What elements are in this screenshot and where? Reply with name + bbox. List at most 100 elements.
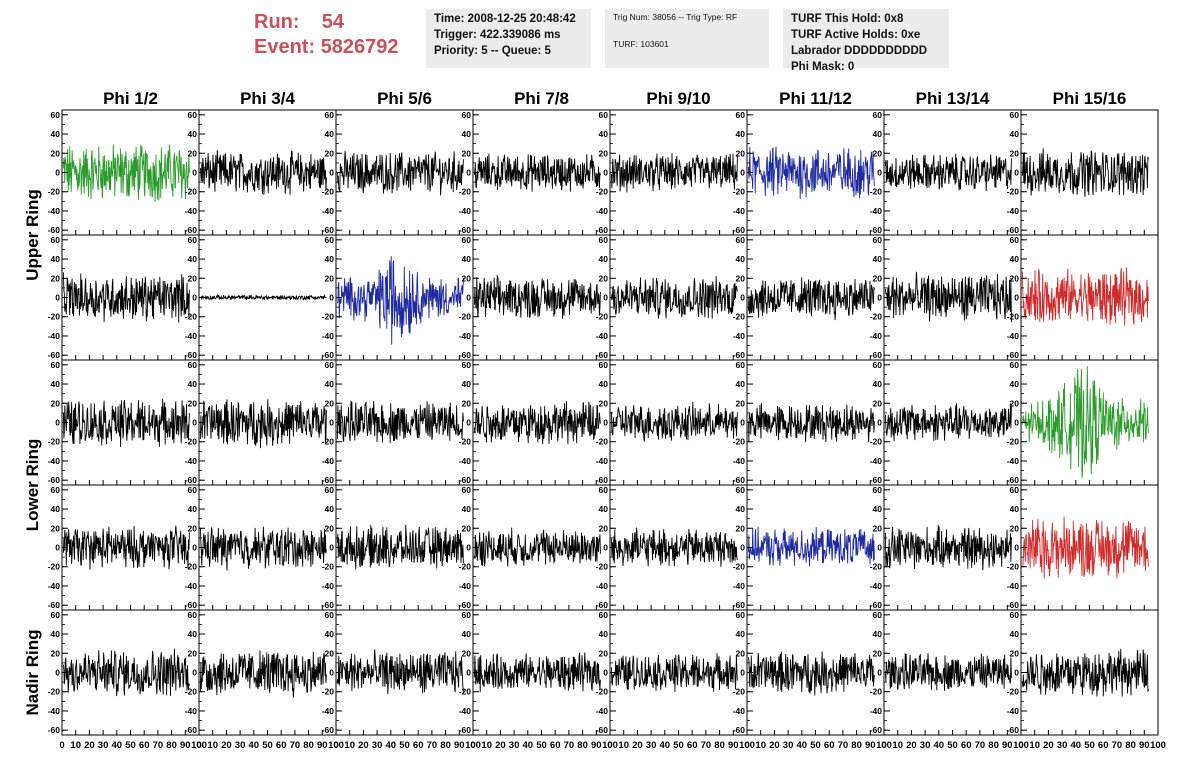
x-tick-label: 40 — [112, 740, 123, 751]
x-tick-label: 10 — [70, 740, 81, 751]
y-tick-label: -40 — [1007, 331, 1020, 341]
x-tick-label: 40 — [249, 740, 260, 751]
labrador-line: Labrador DDDDDDDDDD — [791, 45, 928, 57]
y-tick-label: 40 — [1010, 254, 1020, 264]
x-tick-label: 50 — [536, 740, 547, 751]
waveform-panel: -60 -40 -20 0 20 40 60 — [459, 109, 611, 236]
event-number: 5826792 — [320, 36, 399, 58]
x-tick-label: 30 — [1057, 740, 1068, 751]
y-tick-label: -20 — [596, 687, 609, 697]
y-tick-label: -20 — [322, 562, 335, 572]
y-tick-label: -40 — [1007, 581, 1020, 591]
turf-hold-line: TURF This Hold: 0x8 — [791, 13, 904, 25]
y-tick-label: -20 — [1007, 562, 1020, 572]
waveform-trace — [747, 651, 875, 696]
y-tick-label: -40 — [322, 206, 335, 216]
waveform-panel: -60 -40 -20 0 20 40 60 — [596, 234, 748, 361]
waveform-trace — [62, 525, 190, 570]
waveform-panel: -60 -40 -20 0 20 40 60 — [322, 359, 474, 486]
y-tick-label: 60 — [736, 360, 746, 370]
y-tick-label: 60 — [51, 610, 61, 620]
y-tick-label: 60 — [1010, 235, 1020, 245]
y-tick-label: -20 — [870, 562, 883, 572]
y-tick-label: -60 — [733, 225, 746, 235]
x-tick-label: 80 — [1125, 740, 1136, 751]
y-tick-label: -60 — [459, 725, 472, 735]
y-tick-label: 20 — [1010, 273, 1020, 283]
y-tick-label: -40 — [870, 456, 883, 466]
waveform-panel: -60 -40 -20 0 20 40 60 — [1007, 234, 1159, 361]
waveform-trace — [473, 275, 601, 319]
y-tick-label: 20 — [873, 273, 883, 283]
waveform-panel: -60 -40 -20 0 20 40 60 — [870, 359, 1022, 486]
waveform-panel: -60 -40 -20 0 20 40 60 — [459, 234, 611, 361]
y-tick-label: -60 — [596, 225, 609, 235]
run-label: Run: — [254, 11, 300, 33]
waveform-trace — [1021, 648, 1149, 697]
y-tick-label: -40 — [48, 706, 61, 716]
y-tick-label: 40 — [51, 129, 61, 139]
y-tick-label: -40 — [459, 706, 472, 716]
y-tick-label: 0 — [329, 293, 334, 303]
y-tick-label: -60 — [48, 600, 61, 610]
y-tick-label: -40 — [733, 456, 746, 466]
y-tick-label: 60 — [462, 235, 472, 245]
y-tick-label: 20 — [599, 273, 609, 283]
y-tick-label: 0 — [192, 668, 197, 678]
y-tick-label: -40 — [1007, 456, 1020, 466]
x-tick-label: 70 — [290, 740, 301, 751]
y-tick-label: 60 — [325, 485, 335, 495]
x-tick-label: 20 — [769, 740, 780, 751]
y-tick-label: -20 — [459, 437, 472, 447]
y-tick-label: -60 — [459, 350, 472, 360]
y-tick-label: 40 — [462, 254, 472, 264]
y-tick-label: -60 — [322, 600, 335, 610]
x-tick-label: 40 — [1071, 740, 1082, 751]
waveform-panel: -60 -40 -20 0 20 40 60 — [48, 359, 200, 486]
y-tick-label: 0 — [877, 293, 882, 303]
x-tick-label: 20 — [1043, 740, 1054, 751]
y-tick-label: -60 — [185, 725, 198, 735]
y-tick-label: 40 — [736, 379, 746, 389]
y-tick-label: -20 — [322, 312, 335, 322]
column-title: Phi 13/14 — [916, 89, 990, 108]
y-tick-label: 60 — [462, 360, 472, 370]
y-tick-label: 40 — [736, 629, 746, 639]
y-tick-label: -40 — [459, 581, 472, 591]
y-tick-label: 0 — [329, 418, 334, 428]
y-tick-label: 60 — [599, 235, 609, 245]
y-tick-label: -20 — [1007, 312, 1020, 322]
y-tick-label: -60 — [870, 475, 883, 485]
y-tick-label: 20 — [462, 273, 472, 283]
y-tick-label: -20 — [870, 437, 883, 447]
waveform-trace — [884, 403, 1012, 442]
waveform-trace — [1021, 516, 1149, 579]
waveform-trace — [62, 144, 190, 203]
y-tick-label: 20 — [736, 148, 746, 158]
x-tick-label: 40 — [386, 740, 397, 751]
y-tick-label: -60 — [733, 475, 746, 485]
y-tick-label: -20 — [596, 437, 609, 447]
column-title: Phi 3/4 — [240, 89, 295, 108]
waveform-panel: -60 -40 -20 0 20 40 60 — [733, 234, 885, 361]
y-tick-label: -20 — [870, 687, 883, 697]
waveform-trace — [473, 527, 601, 567]
y-tick-label: 60 — [462, 485, 472, 495]
x-tick-label: 30 — [646, 740, 657, 751]
x-tick-label: 70 — [153, 740, 164, 751]
waveform-panel: -60 -40 -20 0 20 40 60 — [322, 484, 474, 611]
x-tick-label: 100 — [876, 740, 892, 751]
x-tick-label: 90 — [728, 740, 739, 751]
y-tick-label: -20 — [48, 437, 61, 447]
x-tick-label: 100 — [328, 740, 344, 751]
y-tick-label: 20 — [325, 523, 335, 533]
y-tick-label: 0 — [1014, 418, 1019, 428]
x-tick-label: 60 — [824, 740, 835, 751]
y-tick-label: 0 — [55, 293, 60, 303]
y-tick-label: -60 — [459, 600, 472, 610]
y-tick-label: 60 — [736, 110, 746, 120]
y-tick-label: 40 — [599, 254, 609, 264]
y-tick-label: 0 — [329, 543, 334, 553]
